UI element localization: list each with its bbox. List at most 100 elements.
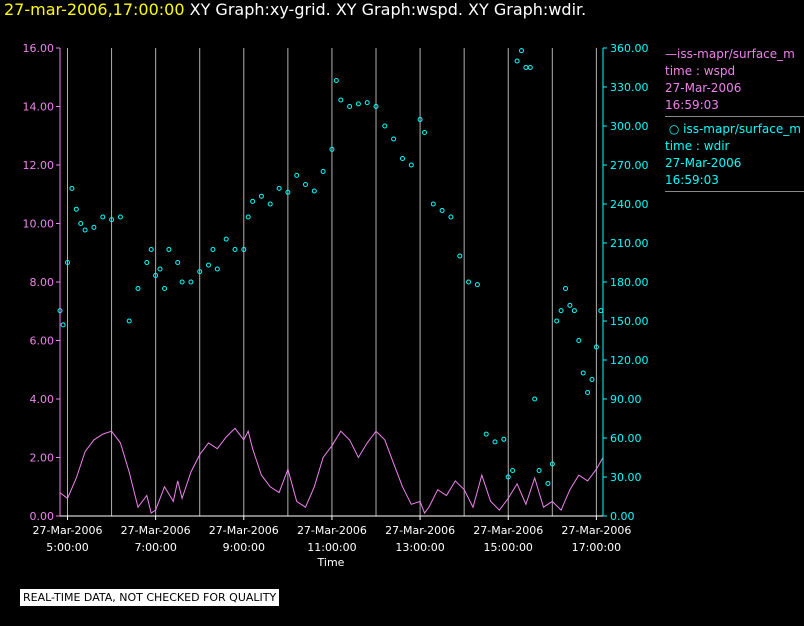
right-tick-label: 240.00 [610,198,649,211]
wdir-point [276,185,282,191]
left-tick-label: 16.00 [23,42,55,55]
legend-wdir-date: 27-Mar-2006 [665,156,742,170]
x-tick-time: 5:00:00 [46,541,88,554]
wdir-point [179,279,185,285]
legend-wspd-line-icon: — [665,47,677,61]
legend-wspd-time: 16:59:03 [665,98,719,112]
legend-wdir-circle-icon: ○ [665,122,684,136]
left-tick-label: 6.00 [30,335,55,348]
wdir-point [232,247,238,252]
wdir-point [188,279,194,285]
wdir-point [294,172,300,178]
legend-wdir[interactable]: ○ iss-mapr/surface_m time : wdir 27-Mar-… [665,121,804,192]
wdir-point [144,260,150,265]
wdir-point [210,247,216,252]
right-tick-label: 150.00 [610,315,649,328]
wdir-point [492,439,498,445]
graph-names-text: XY Graph:xy-grid. XY Graph:wspd. XY Grap… [189,0,587,19]
left-tick-label: 4.00 [30,393,55,406]
left-tick-label: 14.00 [23,101,55,114]
wdir-point [589,377,595,382]
left-tick-label: 8.00 [30,276,55,289]
wdir-point [430,201,436,207]
wdir-point [303,182,308,187]
wdir-point [355,101,361,107]
wdir-point [175,260,181,265]
wdir-point [563,286,568,291]
legend-wspd-series-text: iss-mapr/surface_m [677,47,795,61]
wdir-point [483,431,489,437]
wdir-point [532,396,538,402]
legend-wdir-label: time : wdir [665,139,730,153]
legend-wdir-series: ○ iss-mapr/surface_m [665,121,804,138]
wdir-point [69,185,75,191]
wdir-point [448,214,454,220]
wdir-point [338,97,344,103]
wdir-series [57,48,604,486]
wdir-point [391,136,397,142]
x-tick-time: 11:00:00 [307,541,356,554]
x-tick-date: 27-Mar-2006 [209,524,279,537]
wdir-point [258,193,264,199]
wdir-point [567,302,573,308]
wdir-point [153,273,159,278]
wdir-point [519,48,524,54]
x-tick-time: 15:00:00 [484,541,533,554]
wdir-point [285,189,291,195]
right-tick-label: 210.00 [610,237,649,250]
wdir-point [311,188,317,194]
wdir-point [439,208,445,213]
wdir-point [417,117,423,122]
x-tick-date: 27-Mar-2006 [121,524,191,537]
x-tick-date: 27-Mar-2006 [561,524,631,537]
wdir-point [408,162,414,168]
wdir-point [109,217,115,223]
wdir-point [148,247,154,252]
wdir-point [580,370,586,376]
vertical-grid [66,48,597,516]
x-tick-time: 9:00:00 [223,541,265,554]
legend-wspd-series: —iss-mapr/surface_m [665,46,804,63]
wdir-point [558,308,564,314]
wdir-point [536,468,542,473]
wdir-point [245,214,251,220]
wdir-point [505,474,511,480]
right-tick-label: 270.00 [610,159,649,172]
wdir-point [501,436,507,442]
legend-wspd-label: time : wspd [665,64,736,78]
quality-disclaimer: REAL-TIME DATA, NOT CHECKED FOR QUALITY [20,589,280,606]
wdir-point [422,130,427,135]
x-tick-time: 13:00:00 [395,541,444,554]
wdir-point [241,247,247,252]
wdir-point [523,65,529,70]
wdir-point [545,481,551,486]
wdir-point [554,318,560,324]
right-tick-label: 120.00 [610,354,649,367]
wdir-point [60,322,66,328]
timestamp-label: 27-mar-2006,17:00:00 [4,0,185,19]
graph-names-label: XY Graph:xy-grid. XY Graph:wspd. XY Grap… [185,0,587,19]
wdir-point [598,308,604,314]
wdir-point [206,262,211,268]
x-tick-date: 27-Mar-2006 [33,524,103,537]
wspd-line [59,427,604,515]
right-tick-label: 90.00 [610,393,642,406]
x-axis-label: Time [317,556,345,569]
wdir-point [457,253,463,259]
legend-wdir-time: 16:59:03 [665,173,719,187]
wdir-point [73,206,79,212]
left-tick-label: 2.00 [30,452,55,465]
x-tick-date: 27-Mar-2006 [297,524,367,537]
wdir-point [364,100,370,106]
x-tick-date: 27-Mar-2006 [385,524,455,537]
wdir-point [382,123,388,129]
wdir-point [135,286,141,291]
wdir-point [223,236,229,242]
x-tick-date: 27-Mar-2006 [473,524,543,537]
legend-wspd[interactable]: —iss-mapr/surface_m time : wspd 27-Mar-2… [665,46,804,117]
wdir-point [549,461,555,467]
x-tick-time: 7:00:00 [134,541,176,554]
right-tick-label: 300.00 [610,120,649,133]
wdir-point [267,201,273,207]
